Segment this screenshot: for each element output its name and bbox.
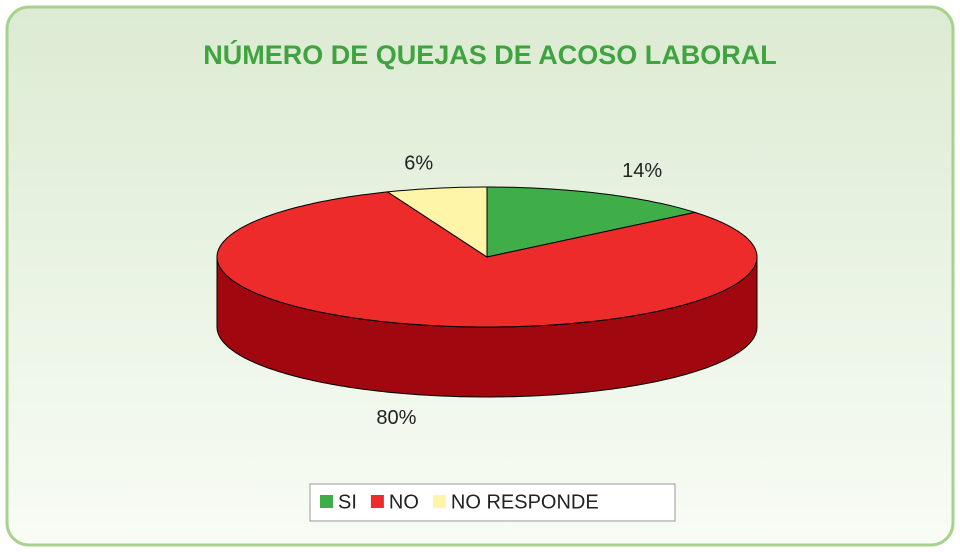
chart-title: NÚMERO DE QUEJAS DE ACOSO LABORAL [203, 39, 777, 70]
legend-swatch [370, 495, 384, 508]
pie-slice [486, 186, 697, 258]
legend-label: SI [338, 491, 357, 513]
legend [309, 483, 676, 522]
data-label: 80% [376, 407, 416, 429]
legend-swatch [320, 495, 333, 508]
data-label: 14% [622, 160, 662, 182]
legend-label: NO RESPONDE [451, 491, 599, 513]
legend-swatch [432, 495, 446, 508]
data-label: 6% [404, 152, 433, 174]
legend-label: NO [389, 491, 419, 513]
pie-slice [386, 186, 488, 258]
pie-slice [216, 191, 758, 328]
